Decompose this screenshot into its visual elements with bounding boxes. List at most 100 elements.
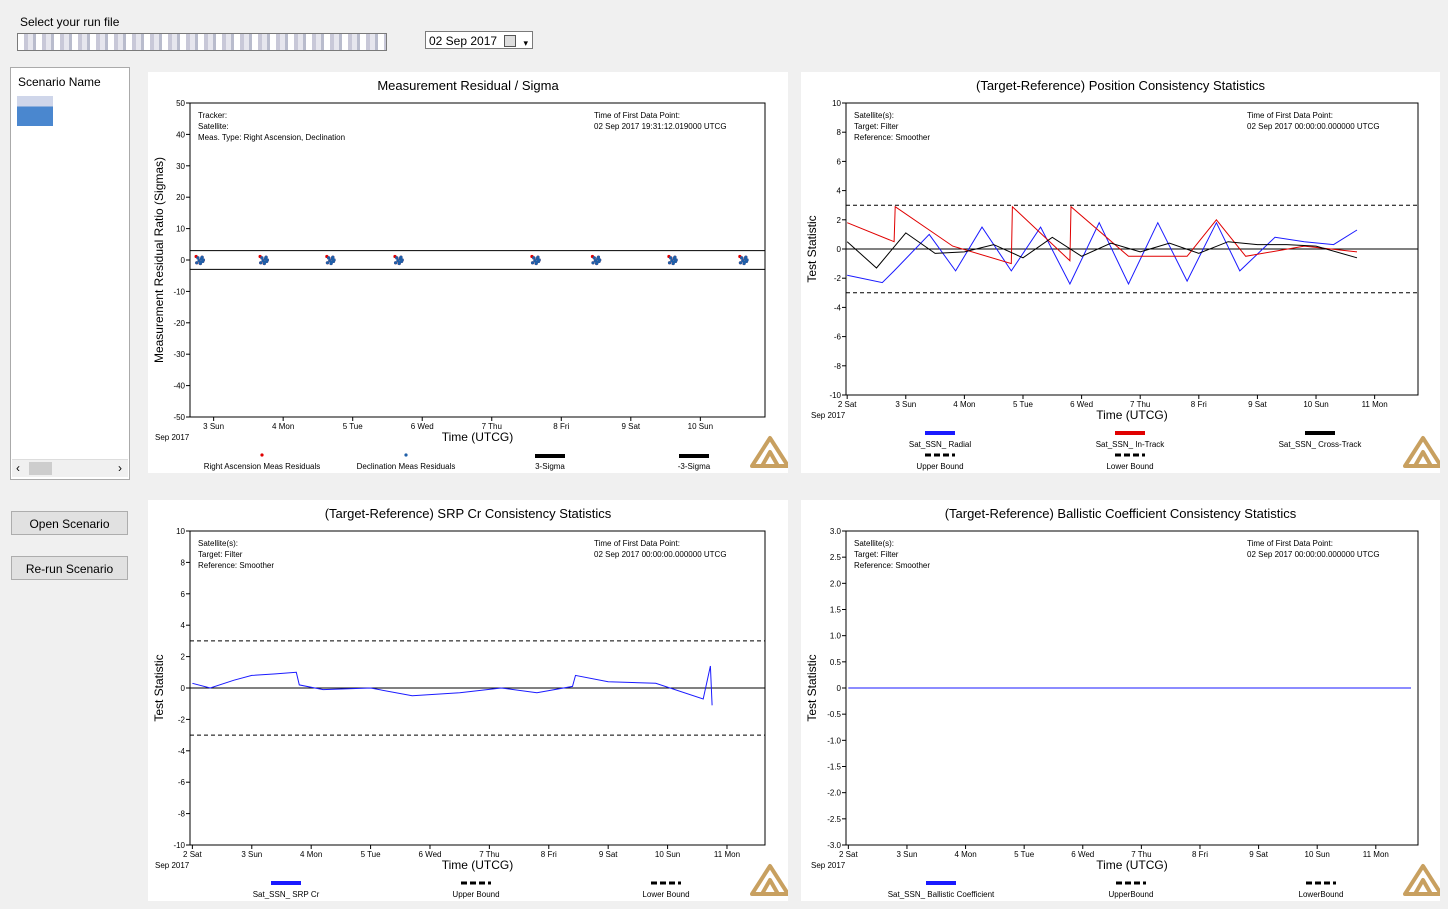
info-text: Reference: Smoother bbox=[854, 133, 930, 142]
open-scenario-button[interactable]: Open Scenario bbox=[11, 511, 128, 535]
data-point bbox=[395, 256, 399, 260]
x-tick-label: 8 Fri bbox=[1191, 400, 1207, 409]
y-tick-label: 20 bbox=[176, 193, 185, 202]
y-axis-label: Test Statistic bbox=[805, 215, 819, 282]
series-line bbox=[846, 232, 1358, 269]
srp-chart-panel: (Target-Reference) SRP Cr Consistency St… bbox=[148, 500, 788, 901]
y-tick-label: 2.0 bbox=[830, 579, 842, 588]
x-tick-label: 6 Wed bbox=[411, 422, 434, 431]
y-tick-label: -2 bbox=[178, 715, 186, 724]
data-point bbox=[591, 261, 595, 265]
scrollbar-thumb[interactable] bbox=[29, 462, 52, 475]
chart-title: Measurement Residual / Sigma bbox=[377, 78, 559, 93]
legend-label: Right Ascension Meas Residuals bbox=[204, 462, 321, 471]
data-point bbox=[264, 255, 268, 259]
scenario-item[interactable] bbox=[17, 96, 53, 126]
x-tick-label: 3 Sun bbox=[896, 850, 917, 859]
x-tick-label: 7 Thu bbox=[1130, 400, 1150, 409]
x-tick-label: 10 Sun bbox=[1303, 400, 1328, 409]
y-tick-label: -2 bbox=[834, 274, 842, 283]
x-tick-label: 9 Sat bbox=[599, 850, 618, 859]
y-tick-label: -8 bbox=[834, 362, 842, 371]
ballistic-chart-panel: (Target-Reference) Ballistic Coefficient… bbox=[801, 500, 1440, 901]
data-point bbox=[740, 256, 744, 260]
legend-label: Upper Bound bbox=[916, 462, 963, 471]
x-axis-label: Time (UTCG) bbox=[1096, 858, 1168, 872]
y-tick-label: -40 bbox=[173, 382, 185, 391]
data-point bbox=[263, 260, 267, 264]
calendar-icon[interactable] bbox=[504, 35, 516, 47]
data-point bbox=[738, 261, 743, 265]
y-tick-label: 4 bbox=[837, 187, 842, 196]
legend-label: Sat_SSN_ Cross-Track bbox=[1279, 440, 1363, 449]
legend-label: Sat_SSN_ Ballistic Coefficient bbox=[888, 890, 995, 899]
y-tick-label: 10 bbox=[176, 527, 185, 536]
info-text: Satellite(s): bbox=[854, 539, 894, 548]
data-point bbox=[532, 256, 536, 260]
y-axis-label: Test Statistic bbox=[152, 654, 166, 721]
legend-label: Upper Bound bbox=[452, 890, 499, 899]
data-point bbox=[595, 260, 599, 264]
legend-label: Declination Meas Residuals bbox=[357, 462, 456, 471]
data-point bbox=[200, 255, 204, 259]
y-tick-label: -1.0 bbox=[827, 736, 841, 745]
y-tick-label: 40 bbox=[176, 130, 185, 139]
x-tick-label: 7 Thu bbox=[1131, 850, 1151, 859]
x-tick-label: 9 Sat bbox=[621, 422, 640, 431]
y-tick-label: 0 bbox=[181, 684, 186, 693]
data-point bbox=[199, 260, 203, 264]
y-tick-label: 2.5 bbox=[830, 553, 842, 562]
legend-label: UpperBound bbox=[1109, 890, 1154, 899]
y-axis-label: Test Statistic bbox=[805, 654, 819, 721]
data-point bbox=[196, 256, 200, 260]
date-picker[interactable]: 02 Sep 2017 ▾ bbox=[425, 31, 533, 49]
x-tick-label: 6 Wed bbox=[418, 850, 441, 859]
data-point bbox=[331, 255, 335, 259]
y-tick-label: 10 bbox=[832, 99, 841, 108]
y-tick-label: -10 bbox=[173, 841, 185, 850]
data-point bbox=[195, 261, 199, 265]
data-point bbox=[530, 261, 535, 265]
data-point bbox=[744, 255, 748, 259]
legend-label: Sat_SSN_ In-Track bbox=[1096, 440, 1166, 449]
chevron-down-icon[interactable]: ▾ bbox=[523, 38, 528, 48]
y-tick-label: 6 bbox=[181, 590, 186, 599]
y-tick-label: 0.5 bbox=[830, 658, 842, 667]
y-tick-label: 0 bbox=[837, 684, 842, 693]
info-text: Satellite(s): bbox=[198, 539, 238, 548]
data-point bbox=[745, 258, 749, 262]
x-tick-label: 3 Sun bbox=[241, 850, 262, 859]
scroll-right-icon[interactable]: › bbox=[118, 461, 122, 475]
x-tick-label: 11 Mon bbox=[714, 850, 740, 859]
residual-chart-panel: Measurement Residual / Sigma 50 40 30 20 10 0… bbox=[148, 72, 788, 473]
x-axis-label: Time (UTCG) bbox=[1096, 408, 1168, 422]
run-file-input[interactable] bbox=[17, 33, 387, 51]
data-point bbox=[673, 255, 677, 259]
scroll-left-icon[interactable]: ‹ bbox=[16, 461, 20, 475]
ballistic-chart: 3.0 2.5 2.0 1.5 1.0 0.5 0 -0.5 -1.0 -1.5 -2.0 -2.5 -… bbox=[805, 527, 1440, 899]
legend-swatch bbox=[404, 453, 408, 457]
logo-icon bbox=[750, 436, 788, 468]
x-tick-label: 6 Wed bbox=[1071, 850, 1094, 859]
scenario-list[interactable]: Scenario Name bbox=[10, 67, 130, 480]
x-tick-label: 5 Tue bbox=[343, 422, 364, 431]
horizontal-scrollbar[interactable]: ‹ › bbox=[12, 459, 128, 477]
data-point bbox=[667, 261, 672, 265]
legend-label: Sat_SSN_ SRP Cr bbox=[253, 890, 320, 899]
y-tick-label: -0.5 bbox=[827, 710, 841, 719]
rerun-scenario-button[interactable]: Re-run Scenario bbox=[11, 556, 128, 580]
y-tick-label: 8 bbox=[181, 558, 186, 567]
data-point bbox=[201, 258, 205, 262]
y-tick-label: -6 bbox=[178, 778, 186, 787]
legend-label: Sat_SSN_ Radial bbox=[909, 440, 971, 449]
info-text: 02 Sep 2017 19:31:12.019000 UTCG bbox=[594, 122, 727, 131]
info-text: Time of First Data Point: bbox=[594, 111, 680, 120]
series-line bbox=[847, 221, 1358, 286]
y-tick-label: -2.0 bbox=[827, 789, 841, 798]
position-chart-panel: (Target-Reference) Position Consistency … bbox=[801, 72, 1440, 473]
x-subtick-label: Sep 2017 bbox=[811, 861, 846, 870]
data-point bbox=[259, 261, 263, 265]
x-tick-label: 4 Mon bbox=[272, 422, 294, 431]
x-subtick-label: Sep 2017 bbox=[811, 411, 846, 420]
x-tick-label: 10 Sun bbox=[1305, 850, 1330, 859]
